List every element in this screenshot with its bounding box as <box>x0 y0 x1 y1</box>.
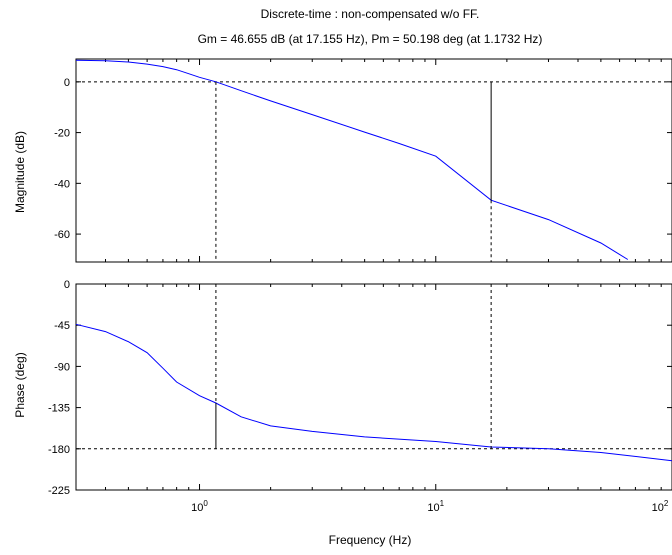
phase-y-tick-label: 0 <box>64 279 70 291</box>
phase-y-tick-label: -225 <box>48 485 70 497</box>
x-axis-label: Frequency (Hz) <box>329 533 412 547</box>
magnitude-axis-label: Magnitude (dB) <box>13 131 27 213</box>
phase-y-tick-label: -180 <box>48 444 70 456</box>
x-tick-label: 101 <box>427 499 444 514</box>
phase-y-tick-label: -45 <box>54 320 70 332</box>
magnitude-curve <box>75 59 629 260</box>
chart-title: Discrete-time : non-compensated w/o FF. <box>261 7 480 21</box>
phase-curve <box>75 323 672 462</box>
magnitude-y-tick-label: -40 <box>54 178 70 190</box>
magnitude-y-tick-label: 0 <box>64 77 70 89</box>
x-tick-label: 100 <box>191 499 208 514</box>
phase-y-tick-label: -135 <box>48 403 70 415</box>
magnitude-y-tick-label: -60 <box>54 229 70 241</box>
x-tick-label: 102 <box>652 499 669 514</box>
chart-marks: 0 -20 -40 -60 0 -45 -90 -135 -180 -225 100 101 102 <box>48 58 672 514</box>
phase-y-tick-label: -90 <box>54 361 70 373</box>
chart-subtitle: Gm = 46.655 dB (at 17.155 Hz), Pm = 50.1… <box>198 32 543 46</box>
phase-axes-frame <box>75 283 672 491</box>
magnitude-axes-frame <box>75 58 672 263</box>
magnitude-y-tick-label: -20 <box>54 128 70 140</box>
phase-axis-label: Phase (deg) <box>13 352 27 417</box>
